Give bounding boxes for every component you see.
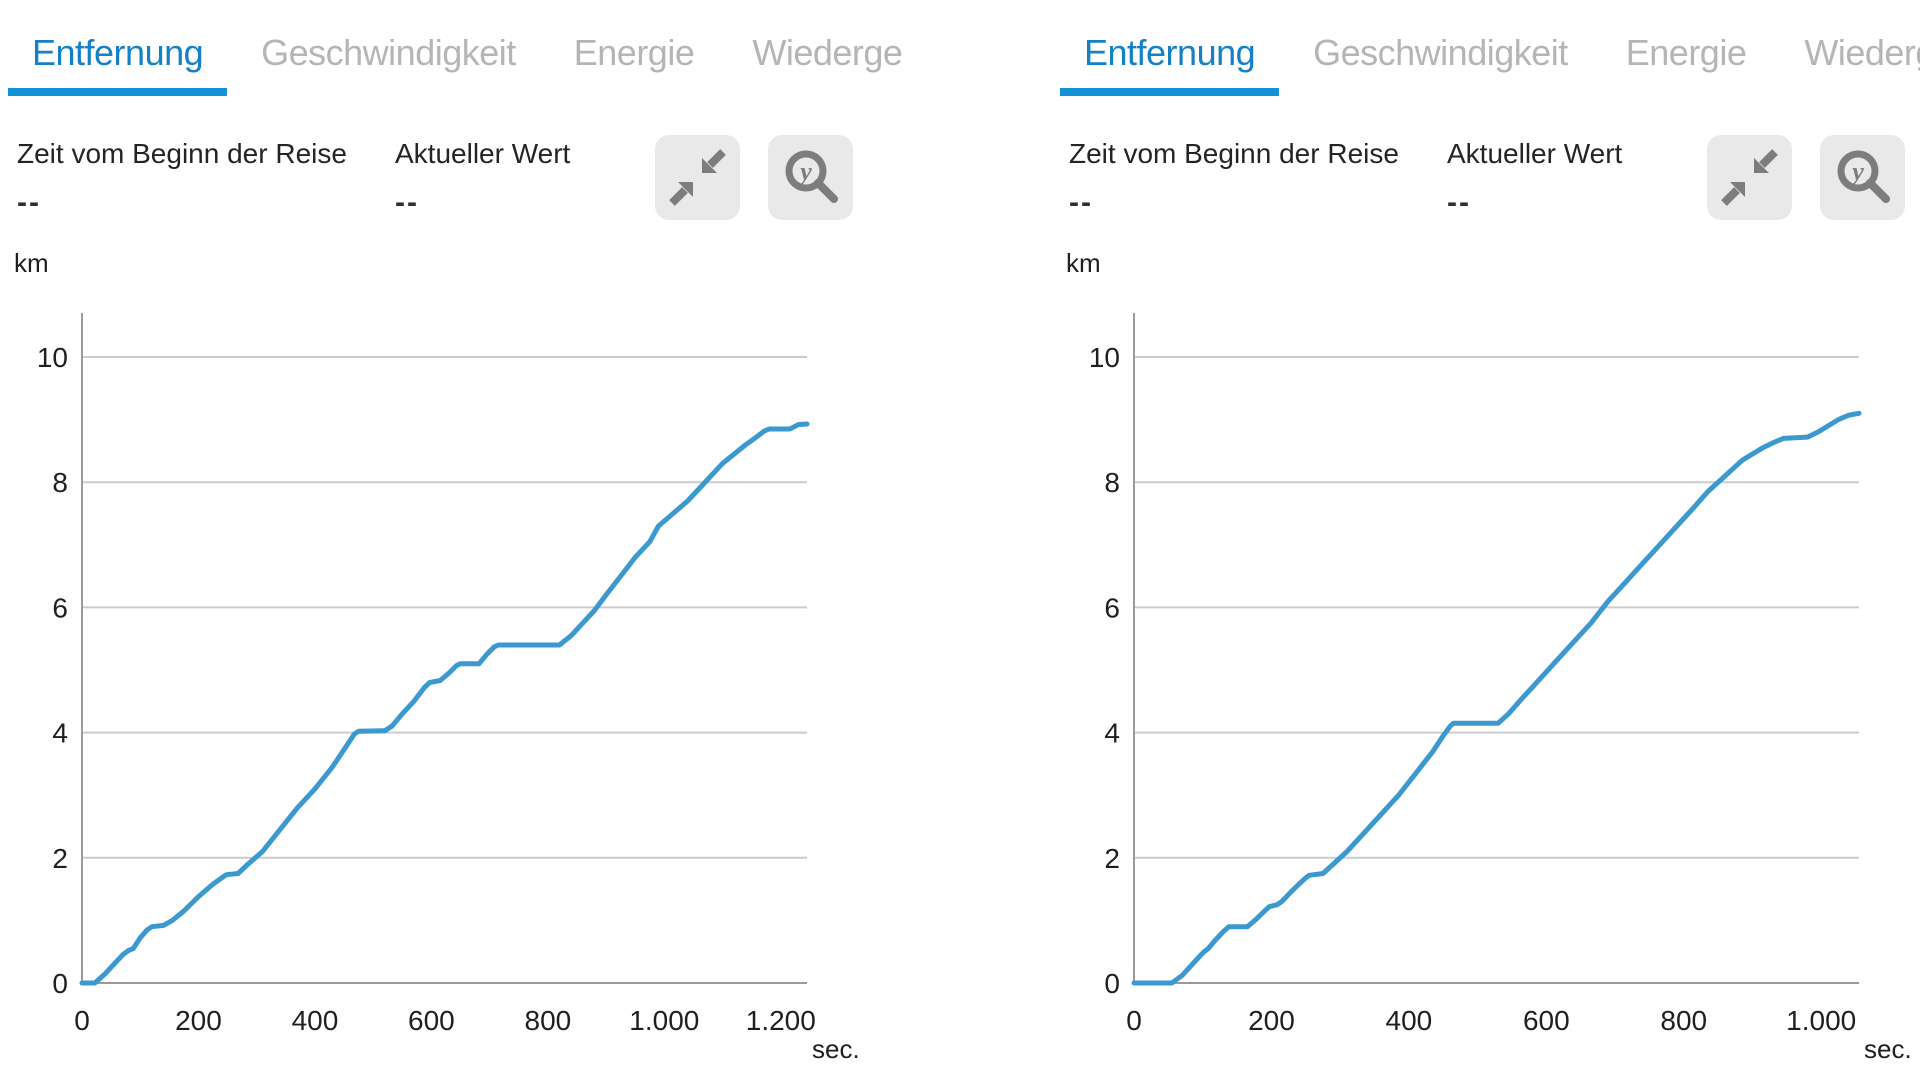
current-value-stat: Aktueller Wert --	[395, 138, 570, 220]
tab-geschwindigkeit[interactable]: Geschwindigkeit	[1313, 32, 1568, 73]
y-tick-label: 2	[52, 843, 68, 874]
current-value-value: --	[395, 186, 419, 219]
distance-line	[79, 421, 810, 986]
svg-text:y: y	[1849, 157, 1864, 186]
x-tick-label: 400	[292, 1005, 339, 1036]
y-tick-label: 4	[1104, 718, 1120, 749]
y-tick-label: 8	[52, 467, 68, 498]
trip-time-stat: Zeit vom Beginn der Reise --	[1069, 138, 1399, 220]
x-unit-label: sec.	[1864, 1034, 1912, 1064]
tab-entfernung[interactable]: Entfernung	[1060, 32, 1280, 96]
zoom-y-axis-button[interactable]: y	[768, 135, 853, 220]
x-tick-label: 400	[1386, 1005, 1433, 1036]
collapse-arrows-icon	[669, 149, 726, 206]
tab-geschwindigkeit[interactable]: Geschwindigkeit	[261, 32, 516, 73]
distance-chart[interactable]: 0 2 4 6 8 10 0 200 400 600 800 1.000 km sec.	[1052, 240, 1920, 1075]
x-tick-label: 800	[1660, 1005, 1707, 1036]
y-unit-label: km	[1066, 248, 1101, 278]
current-value-label: Aktueller Wert	[1447, 138, 1623, 169]
y-unit-label: km	[14, 248, 49, 278]
collapse-button[interactable]	[1707, 135, 1792, 220]
collapse-arrows-icon	[1721, 149, 1778, 206]
magnifier-y-icon: y	[785, 150, 838, 203]
trip-time-value: --	[17, 186, 41, 219]
y-tick-label: 8	[1104, 467, 1120, 498]
trip-time-value: --	[1069, 186, 1093, 219]
y-tick-label: 6	[1104, 592, 1120, 623]
x-tick-label: 200	[175, 1005, 222, 1036]
x-unit-label: sec.	[812, 1034, 860, 1064]
x-tick-label: 200	[1248, 1005, 1295, 1036]
y-tick-label: 0	[1104, 968, 1120, 999]
distance-chart[interactable]: 0 2 4 6 8 10 0 200 400 600 800 1.000 1.200 km sec.	[0, 240, 920, 1075]
x-tick-label: 600	[1523, 1005, 1570, 1036]
x-tick-label: 1.200	[746, 1005, 816, 1036]
trip-time-stat: Zeit vom Beginn der Reise --	[17, 138, 347, 220]
y-tick-label: 2	[1104, 843, 1120, 874]
y-tick-label: 6	[52, 592, 68, 623]
distance-line	[1131, 410, 1862, 986]
current-value-label: Aktueller Wert	[395, 138, 571, 169]
x-tick-label: 800	[525, 1005, 572, 1036]
zoom-y-axis-button[interactable]: y	[1820, 135, 1905, 220]
x-tick-label: 600	[408, 1005, 455, 1036]
chart-panel-right: Entfernung Geschwindigkeit Energie Wiede…	[1052, 0, 1920, 1080]
y-tick-label: 10	[37, 342, 68, 373]
tab-energie[interactable]: Energie	[573, 32, 695, 73]
y-tick-label: 10	[1089, 342, 1120, 373]
trip-time-label: Zeit vom Beginn der Reise	[1069, 138, 1399, 169]
y-tick-label: 4	[52, 718, 68, 749]
tab-energie[interactable]: Energie	[1625, 32, 1747, 73]
current-value-value: --	[1447, 186, 1471, 219]
svg-text:y: y	[797, 157, 812, 186]
y-tick-label: 0	[52, 968, 68, 999]
tab-bar: Entfernung Geschwindigkeit Energie Wiede…	[8, 0, 920, 96]
tab-wiederge[interactable]: Wiederge	[1804, 32, 1920, 73]
magnifier-y-icon: y	[1837, 150, 1890, 203]
tab-entfernung[interactable]: Entfernung	[8, 32, 228, 96]
current-value-stat: Aktueller Wert --	[1447, 138, 1622, 220]
x-tick-label: 1.000	[629, 1005, 699, 1036]
x-tick-label: 0	[1126, 1005, 1142, 1036]
trip-time-label: Zeit vom Beginn der Reise	[17, 138, 347, 169]
tab-bar: Entfernung Geschwindigkeit Energie Wiede…	[1060, 0, 1920, 96]
chart-panel-left: Entfernung Geschwindigkeit Energie Wiede…	[0, 0, 920, 1080]
x-tick-label: 1.000	[1786, 1005, 1856, 1036]
collapse-button[interactable]	[655, 135, 740, 220]
tab-wiederge[interactable]: Wiederge	[752, 32, 903, 73]
x-tick-label: 0	[74, 1005, 90, 1036]
